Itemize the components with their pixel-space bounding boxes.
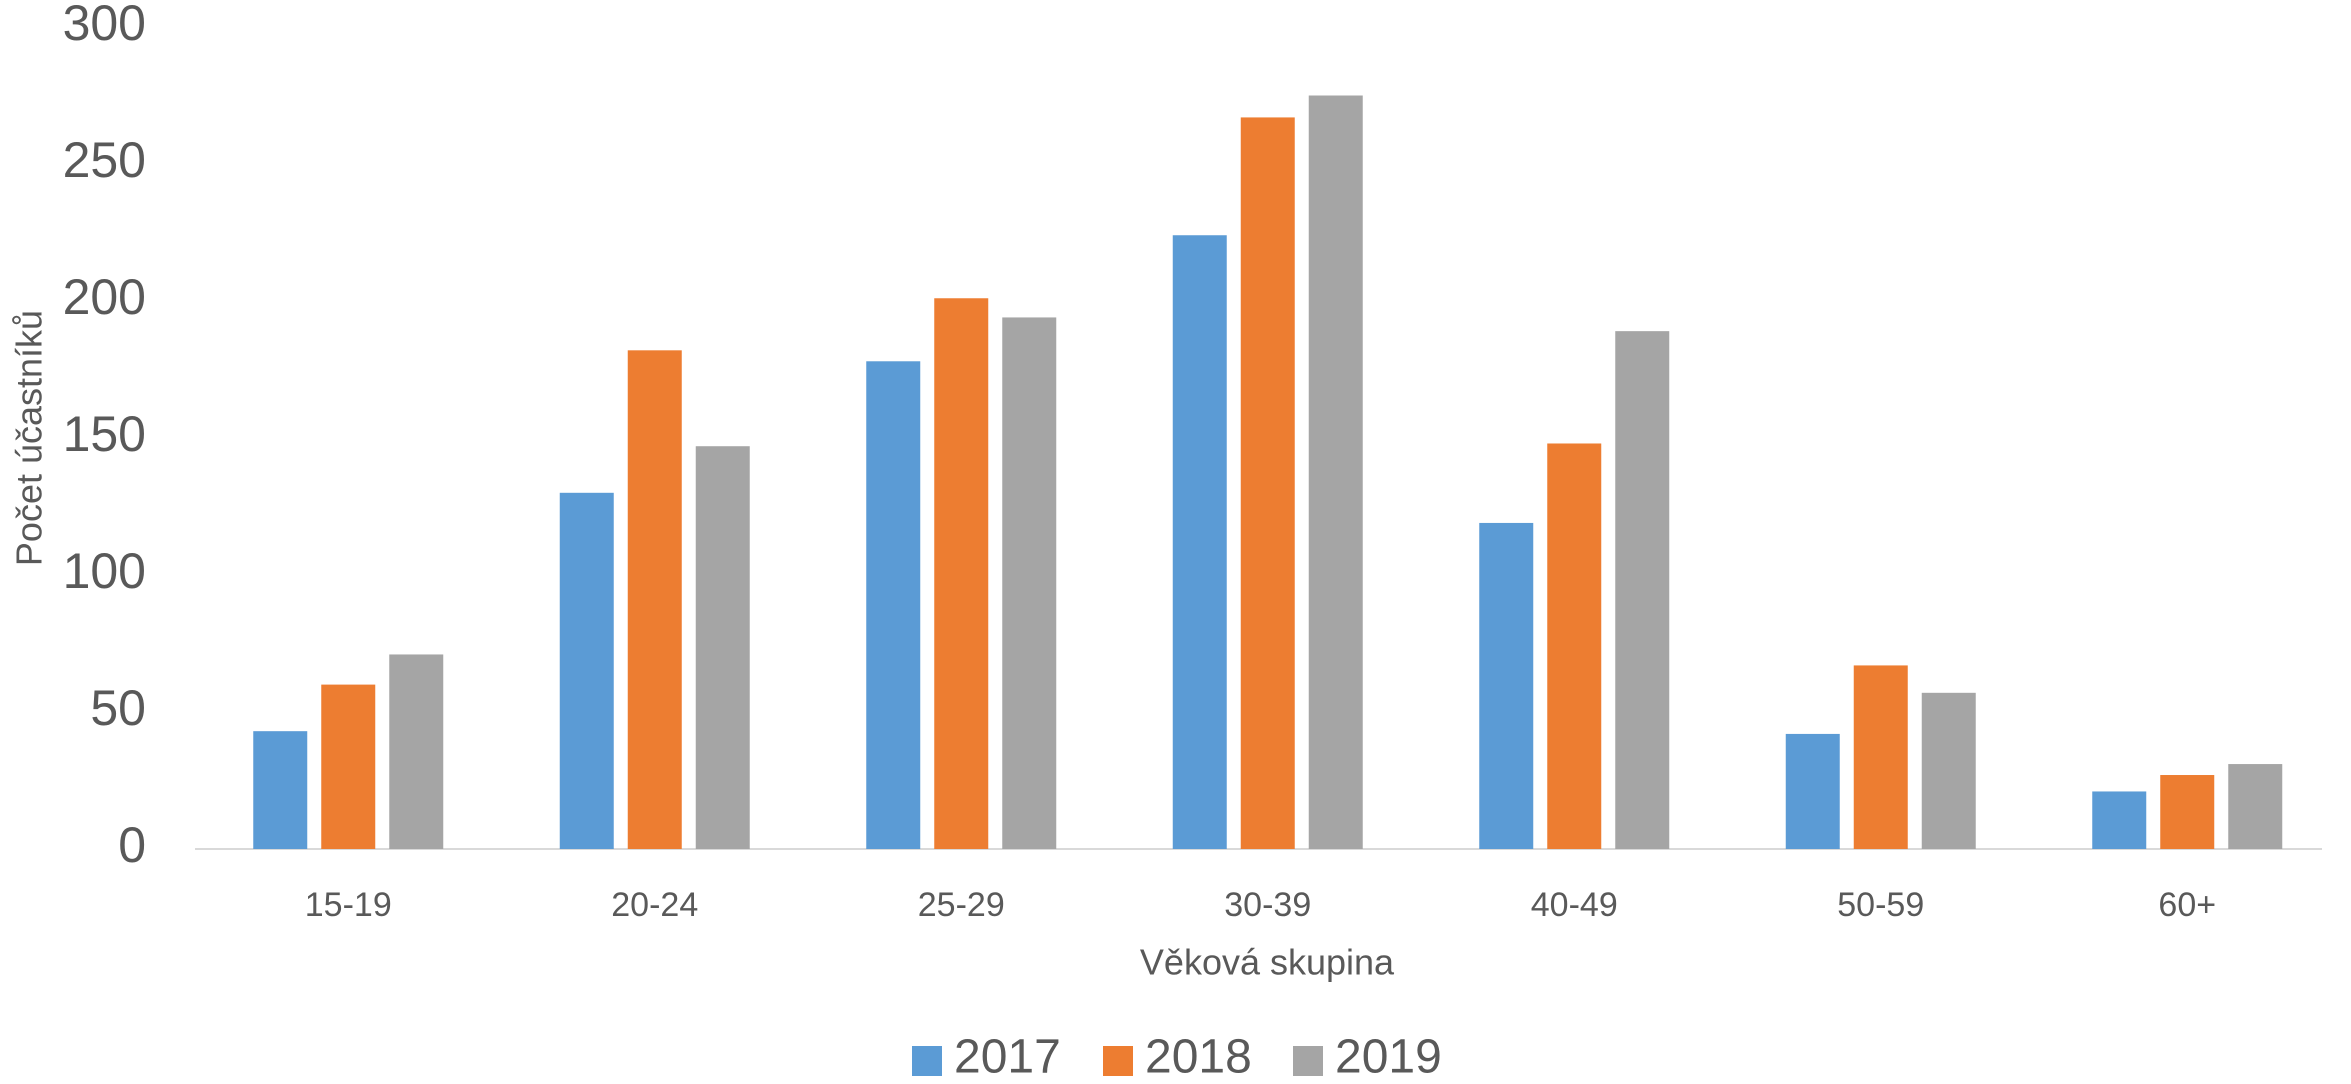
x-axis-title: Věková skupina <box>1140 942 1395 983</box>
bar <box>2160 775 2215 849</box>
bar <box>1615 331 1670 849</box>
bar <box>1853 665 1908 849</box>
bar <box>321 684 376 849</box>
bar <box>866 361 921 849</box>
x-tick-label: 20-24 <box>611 886 698 924</box>
bar <box>1479 522 1534 849</box>
legend-label: 2018 <box>1145 1031 1252 1084</box>
y-tick-label: 150 <box>63 406 146 462</box>
x-tick-label: 15-19 <box>305 886 392 924</box>
legend-label: 2019 <box>1335 1031 1442 1084</box>
x-tick-label: 30-39 <box>1224 886 1311 924</box>
legend-swatch <box>912 1046 942 1076</box>
x-tick-label: 25-29 <box>918 886 1005 924</box>
bar <box>1547 443 1602 849</box>
bar <box>2092 791 2147 849</box>
bar <box>934 298 989 849</box>
legend-swatch <box>1103 1046 1133 1076</box>
bar <box>1921 692 1976 849</box>
bar <box>389 654 444 849</box>
y-tick-label: 0 <box>118 817 146 873</box>
x-tick-label: 60+ <box>2158 886 2216 924</box>
legend-label: 2017 <box>954 1031 1061 1084</box>
x-tick-label: 40-49 <box>1531 886 1618 924</box>
bar <box>695 446 750 849</box>
bar <box>2228 764 2283 849</box>
y-tick-label: 50 <box>90 680 146 736</box>
y-tick-label: 200 <box>63 269 146 325</box>
bar <box>1240 117 1295 850</box>
bar <box>559 492 614 849</box>
bar <box>1002 317 1057 849</box>
bar <box>1785 733 1840 849</box>
y-tick-label: 300 <box>63 0 146 51</box>
y-tick-label: 100 <box>63 543 146 599</box>
bar <box>627 350 682 849</box>
y-tick-label: 250 <box>63 132 146 188</box>
x-tick-label: 50-59 <box>1837 886 1924 924</box>
bar <box>1172 235 1227 850</box>
bar <box>253 731 308 849</box>
y-axis-title: Počet účastníků <box>9 310 50 566</box>
bar <box>1308 95 1363 849</box>
legend-swatch <box>1293 1046 1323 1076</box>
